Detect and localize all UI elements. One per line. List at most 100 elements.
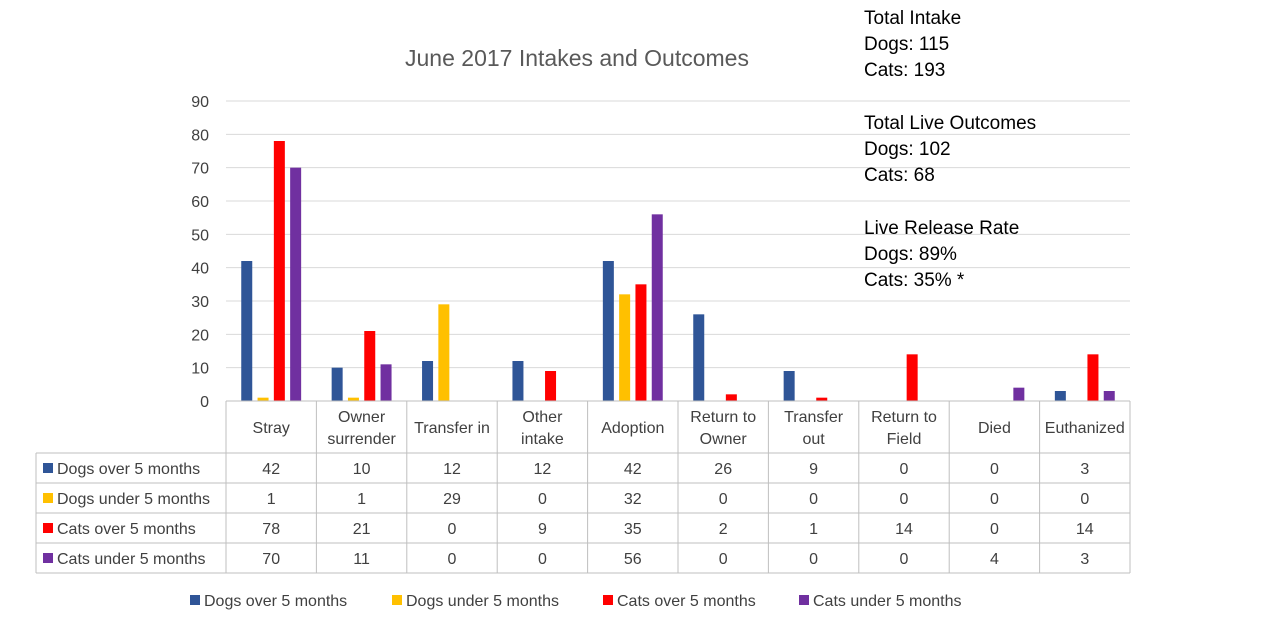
table-legend-key — [43, 463, 53, 473]
data-label: 42 — [624, 461, 642, 478]
note-heading: Total Live Outcomes — [864, 113, 1037, 134]
y-tick-label: 70 — [191, 161, 209, 178]
series-name: Cats over 5 months — [57, 521, 196, 538]
live-release-rate-note: Live Release Rate Dogs: 89% Cats: 35% * — [864, 216, 1036, 294]
legend-swatch — [603, 595, 613, 605]
data-label: 42 — [262, 461, 280, 478]
y-tick-label: 20 — [191, 327, 209, 344]
data-label: 35 — [624, 521, 642, 538]
bar — [512, 361, 524, 401]
legend-label: Dogs over 5 months — [204, 593, 347, 610]
data-label: 14 — [1076, 521, 1094, 538]
note-line: Dogs: 89% — [864, 244, 957, 265]
category-label: Adoption — [601, 420, 664, 437]
data-label: 14 — [895, 521, 913, 538]
category-label: Return to — [871, 409, 937, 426]
data-label: 10 — [353, 461, 371, 478]
data-label: 56 — [624, 551, 642, 568]
data-label: 2 — [719, 521, 728, 538]
legend-swatch — [190, 595, 200, 605]
data-label: 0 — [900, 491, 909, 508]
data-label: 78 — [262, 521, 280, 538]
series-name: Dogs under 5 months — [57, 491, 210, 508]
y-tick-label: 50 — [191, 227, 209, 244]
bar — [331, 367, 343, 401]
data-label: 0 — [900, 551, 909, 568]
data-label: 12 — [443, 461, 461, 478]
data-label: 0 — [448, 521, 457, 538]
legend-label: Cats under 5 months — [813, 593, 962, 610]
bar — [1087, 354, 1099, 401]
bar — [290, 167, 302, 401]
bar — [906, 354, 918, 401]
note-line: Dogs: 115 — [864, 34, 950, 55]
category-label: Transfer — [784, 409, 844, 426]
bar — [257, 397, 269, 401]
data-label: 11 — [353, 551, 370, 568]
data-label: 4 — [990, 551, 999, 568]
data-label: 9 — [809, 461, 818, 478]
bar — [1013, 387, 1025, 401]
bar — [725, 394, 737, 401]
data-label: 21 — [353, 521, 371, 538]
category-label: Field — [887, 431, 922, 448]
data-label: 0 — [538, 491, 547, 508]
category-label: Transfer in — [414, 420, 490, 437]
bar — [422, 361, 434, 401]
bar — [602, 261, 614, 401]
data-label: 1 — [809, 521, 818, 538]
table-legend-key — [43, 523, 53, 533]
bar — [545, 371, 557, 401]
note-line: Cats: 68 — [864, 165, 935, 186]
note-heading: Live Release Rate — [864, 218, 1020, 239]
bar — [364, 331, 376, 401]
y-tick-label: 90 — [191, 94, 209, 111]
data-label: 0 — [900, 461, 909, 478]
legend-swatch — [799, 595, 809, 605]
data-label: 0 — [990, 461, 999, 478]
total-intake-note: Total Intake Dogs: 115 Cats: 193 — [864, 6, 1036, 84]
category-label: Return to — [690, 409, 756, 426]
legend-swatch — [392, 595, 402, 605]
data-label: 0 — [538, 551, 547, 568]
category-label: Euthanized — [1045, 420, 1125, 437]
data-label: 12 — [534, 461, 552, 478]
bar — [816, 397, 828, 401]
data-label: 0 — [809, 551, 818, 568]
total-live-outcomes-note: Total Live Outcomes Dogs: 102 Cats: 68 — [864, 111, 1036, 189]
y-tick-label: 10 — [191, 361, 209, 378]
y-tick-label: 80 — [191, 127, 209, 144]
legend-label: Dogs under 5 months — [406, 593, 559, 610]
category-label: Owner — [338, 409, 386, 426]
data-label: 29 — [443, 491, 461, 508]
series-name: Cats under 5 months — [57, 551, 206, 568]
data-label: 70 — [262, 551, 280, 568]
bar — [635, 284, 647, 401]
category-label: intake — [521, 431, 564, 448]
y-tick-label: 30 — [191, 294, 209, 311]
bar — [651, 214, 663, 401]
data-label: 32 — [624, 491, 642, 508]
bar — [347, 397, 359, 401]
data-label: 0 — [809, 491, 818, 508]
data-label: 0 — [990, 521, 999, 538]
y-tick-label: 60 — [191, 194, 209, 211]
category-label: Other — [522, 409, 563, 426]
table-legend-key — [43, 553, 53, 563]
bar — [1054, 391, 1066, 401]
data-label: 0 — [1080, 491, 1089, 508]
note-heading: Total Intake — [864, 8, 962, 29]
bar — [380, 364, 392, 401]
category-label: Owner — [700, 431, 748, 448]
category-label: Died — [978, 420, 1011, 437]
category-label: Stray — [253, 420, 290, 437]
bar — [438, 304, 450, 401]
chart-title: June 2017 Intakes and Outcomes — [405, 45, 749, 71]
y-tick-label: 0 — [200, 394, 209, 411]
category-label: surrender — [327, 431, 396, 448]
data-label: 1 — [357, 491, 366, 508]
data-label: 3 — [1080, 461, 1089, 478]
bar — [693, 314, 705, 401]
data-label: 1 — [267, 491, 276, 508]
